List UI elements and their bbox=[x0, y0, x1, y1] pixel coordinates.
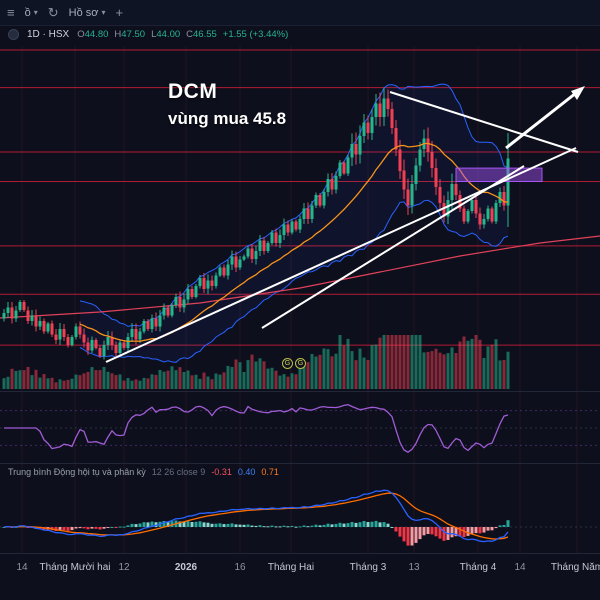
svg-text:Tháng Mười hai: Tháng Mười hai bbox=[39, 562, 110, 573]
macd-hist-value: -0.31 bbox=[211, 467, 232, 477]
chart-annotation[interactable]: DCM vùng mua 45.8 bbox=[168, 80, 286, 129]
left-dropdown[interactable]: ồ ▾ bbox=[25, 7, 38, 19]
profile-label: Hồ sơ bbox=[68, 6, 99, 19]
high-value: 47.50 bbox=[121, 29, 146, 40]
macd-signal-value: 0.71 bbox=[261, 467, 279, 477]
chevron-down-icon: ▾ bbox=[33, 8, 38, 17]
svg-text:2026: 2026 bbox=[175, 562, 198, 573]
svg-text:Tháng Hai: Tháng Hai bbox=[268, 562, 314, 573]
plus-icon[interactable]: + bbox=[115, 5, 124, 20]
event-badge-icon[interactable]: G bbox=[282, 358, 293, 369]
high-label: H bbox=[114, 29, 122, 40]
pane-separators[interactable] bbox=[0, 391, 600, 554]
svg-text:Tháng Năm: Tháng Năm bbox=[551, 562, 600, 573]
macd-name: Trung bình Động hội tụ và phân kỳ bbox=[8, 467, 146, 477]
low-value: 44.00 bbox=[156, 29, 181, 40]
arrow-up-drawing[interactable] bbox=[505, 86, 585, 150]
open-label: O bbox=[77, 29, 85, 40]
macd-legend[interactable]: Trung bình Động hội tụ và phân kỳ 12 26 … bbox=[8, 467, 279, 477]
profile-dropdown[interactable]: Hồ sơ ▾ bbox=[69, 7, 106, 19]
close-label: C bbox=[186, 29, 194, 40]
open-value: 44.80 bbox=[84, 29, 109, 40]
refresh-icon[interactable]: ↻ bbox=[47, 5, 59, 20]
trend-lines[interactable] bbox=[105, 91, 579, 363]
candles bbox=[2, 87, 510, 360]
volume-bars bbox=[2, 335, 510, 389]
close-value: 46.55 bbox=[193, 29, 217, 40]
annotation-ticker: DCM bbox=[168, 80, 218, 103]
event-badge-icon[interactable]: G bbox=[295, 358, 306, 369]
top-toolbar: ≡ ồ ▾ ↻ Hồ sơ ▾ + bbox=[0, 0, 600, 26]
low-label: L bbox=[151, 29, 157, 40]
time-axis[interactable]: 14 Tháng Mười hai 12 2026 16 Tháng Hai Tháng 3… bbox=[16, 562, 600, 573]
ohlc-readout: O44.80 H47.50 L44.00 C46.55 +1.55 (+3.44… bbox=[77, 29, 288, 40]
chevron-down-icon: ▾ bbox=[101, 8, 106, 17]
svg-text:12: 12 bbox=[118, 562, 130, 573]
svg-text:16: 16 bbox=[234, 562, 246, 573]
svg-text:13: 13 bbox=[408, 562, 420, 573]
annotation-note: vùng mua 45.8 bbox=[168, 109, 287, 128]
interval-exchange[interactable]: 1D · HSX bbox=[27, 29, 70, 40]
svg-text:14: 14 bbox=[514, 562, 526, 573]
svg-text:Tháng 4: Tháng 4 bbox=[460, 562, 497, 573]
left-dropdown-label: ồ bbox=[24, 6, 31, 19]
symbol-legend: 1D · HSX O44.80 H47.50 L44.00 C46.55 +1.… bbox=[8, 29, 288, 40]
change-value: +1.55 (+3.44%) bbox=[222, 29, 289, 40]
svg-text:14: 14 bbox=[16, 562, 28, 573]
macd-params: 12 26 close 9 bbox=[151, 467, 206, 477]
macd-line-value: 0.40 bbox=[237, 467, 256, 477]
bollinger-basis-line bbox=[79, 142, 509, 343]
menu-icon[interactable]: ≡ bbox=[7, 5, 15, 20]
oscillator-pane bbox=[0, 404, 600, 453]
macd-pane bbox=[0, 489, 600, 546]
symbol-flag-icon[interactable] bbox=[8, 29, 19, 40]
svg-text:Tháng 3: Tháng 3 bbox=[350, 562, 387, 573]
